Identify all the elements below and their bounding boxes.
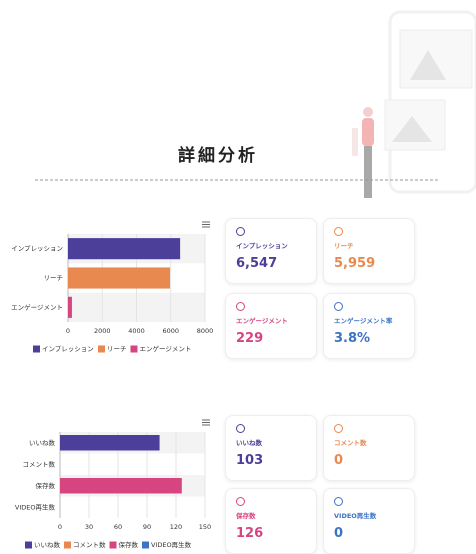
- card-value: 229: [236, 331, 264, 346]
- legend-swatch: [25, 541, 32, 549]
- bar: [68, 238, 181, 260]
- bar: [60, 435, 160, 451]
- stat-card: エンゲージメント 229: [225, 293, 317, 359]
- menu-icon: [202, 221, 210, 228]
- x-tick-label: 60: [114, 523, 122, 531]
- card-value: 3.8%: [334, 331, 371, 346]
- stat-card: いいね数 103: [225, 415, 317, 481]
- bar: [68, 267, 171, 289]
- card-value: 0: [334, 526, 344, 541]
- card-label: VIDEO再生数: [334, 512, 377, 520]
- x-tick-label: 8000: [197, 327, 214, 335]
- legend-label: 保存数: [119, 540, 139, 549]
- y-tick-label: リーチ: [44, 274, 64, 282]
- menu-icon: [202, 419, 210, 426]
- stat-card: インプレッション 6,547: [225, 218, 317, 284]
- bar: [68, 296, 72, 318]
- card-icon: [236, 497, 245, 506]
- y-tick-label: インプレッション: [11, 245, 63, 253]
- card-icon: [334, 497, 343, 506]
- y-tick-label: いいね数: [29, 438, 56, 447]
- card-value: 6,547: [236, 256, 278, 271]
- stat-card: リーチ 5,959: [323, 218, 415, 284]
- card-icon: [334, 302, 343, 311]
- y-tick-label: コメント数: [23, 459, 56, 468]
- person-body: [362, 118, 374, 146]
- card-icon: [236, 227, 245, 236]
- person-shadow: [352, 128, 358, 156]
- legend-label: リーチ: [107, 345, 127, 353]
- legend-label: エンゲージメント: [140, 344, 192, 353]
- card-value: 5,959: [334, 256, 376, 271]
- person-legs: [364, 146, 372, 198]
- mountain: [410, 50, 446, 80]
- stat-card: VIDEO再生数 0: [323, 488, 415, 554]
- legend-swatch: [64, 541, 71, 549]
- x-tick-label: 0: [66, 327, 70, 335]
- card-icon: [236, 302, 245, 311]
- x-tick-label: 0: [58, 523, 62, 531]
- card-label: 保存数: [236, 512, 256, 520]
- card-value: 103: [236, 453, 264, 468]
- person-head: [363, 107, 373, 117]
- x-tick-label: 30: [85, 523, 93, 531]
- x-tick-label: 120: [170, 523, 182, 531]
- x-tick-label: 6000: [162, 327, 179, 335]
- legend-label: いいね数: [34, 540, 61, 549]
- card-icon: [334, 424, 343, 433]
- page-title: 詳細分析: [178, 145, 258, 166]
- card-label: エンゲージメント率: [334, 317, 393, 325]
- x-tick-label: 2000: [94, 327, 111, 335]
- card-label: リーチ: [334, 242, 354, 250]
- card-label: インプレッション: [236, 242, 288, 250]
- card-label: エンゲージメント: [236, 317, 288, 325]
- stat-card: コメント数 0: [323, 415, 415, 481]
- legend-swatch: [109, 541, 117, 549]
- y-tick-label: 保存数: [36, 481, 56, 490]
- legend-label: VIDEO再生数: [151, 540, 192, 549]
- legend-swatch: [142, 541, 149, 549]
- y-tick-label: エンゲージメント: [11, 302, 63, 311]
- card-label: いいね数: [236, 439, 262, 447]
- x-tick-label: 4000: [128, 327, 145, 335]
- stat-card: 保存数 126: [225, 488, 317, 554]
- card-icon: [236, 424, 245, 433]
- y-tick-label: VIDEO再生数: [15, 502, 56, 511]
- illustration: [352, 10, 476, 198]
- mountain: [392, 116, 432, 142]
- x-tick-label: 90: [143, 523, 151, 531]
- legend-label: コメント数: [73, 540, 106, 549]
- legend-swatch: [130, 345, 138, 353]
- card-icon: [334, 227, 343, 236]
- x-tick-label: 150: [199, 523, 211, 531]
- bar: [60, 478, 182, 494]
- stat-card: エンゲージメント率 3.8%: [323, 293, 415, 359]
- legend-label: インプレッション: [42, 345, 94, 353]
- legend-swatch: [33, 345, 40, 353]
- card-label: コメント数: [334, 439, 367, 447]
- card-value: 0: [334, 453, 344, 468]
- card-value: 126: [236, 526, 264, 541]
- legend-swatch: [98, 345, 105, 353]
